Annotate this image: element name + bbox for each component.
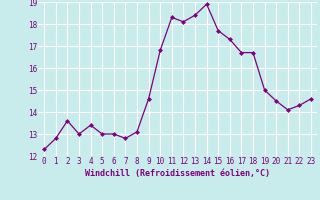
X-axis label: Windchill (Refroidissement éolien,°C): Windchill (Refroidissement éolien,°C) [85,169,270,178]
